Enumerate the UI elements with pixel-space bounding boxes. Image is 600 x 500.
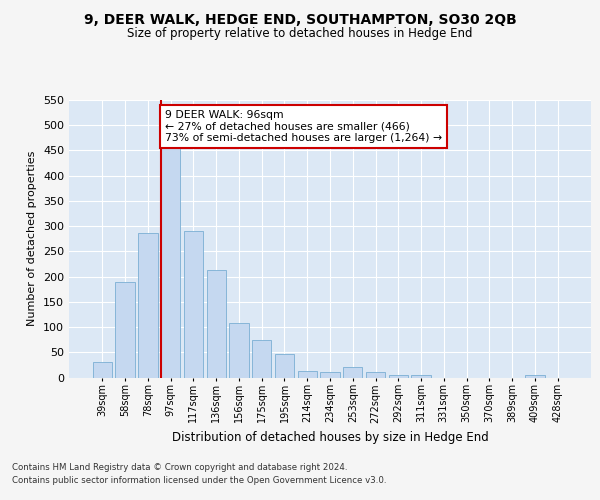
Bar xyxy=(320,372,340,378)
Text: 9 DEER WALK: 96sqm
← 27% of detached houses are smaller (466)
73% of semi-detach: 9 DEER WALK: 96sqm ← 27% of detached hou… xyxy=(164,110,442,144)
Bar xyxy=(343,367,362,378)
Y-axis label: Number of detached properties: Number of detached properties xyxy=(28,151,37,326)
Text: Size of property relative to detached houses in Hedge End: Size of property relative to detached ho… xyxy=(127,28,473,40)
Bar xyxy=(298,371,317,378)
Bar xyxy=(275,354,294,378)
Bar xyxy=(161,146,181,378)
Bar xyxy=(184,230,203,378)
Bar xyxy=(138,232,158,378)
X-axis label: Distribution of detached houses by size in Hedge End: Distribution of detached houses by size … xyxy=(172,431,488,444)
Bar xyxy=(389,375,408,378)
Bar xyxy=(115,282,135,378)
Text: 9, DEER WALK, HEDGE END, SOUTHAMPTON, SO30 2QB: 9, DEER WALK, HEDGE END, SOUTHAMPTON, SO… xyxy=(83,12,517,26)
Bar xyxy=(412,375,431,378)
Bar xyxy=(366,372,385,378)
Text: Contains public sector information licensed under the Open Government Licence v3: Contains public sector information licen… xyxy=(12,476,386,485)
Bar xyxy=(206,270,226,378)
Bar xyxy=(93,362,112,378)
Bar xyxy=(525,375,545,378)
Bar xyxy=(229,323,248,378)
Bar xyxy=(252,340,271,378)
Text: Contains HM Land Registry data © Crown copyright and database right 2024.: Contains HM Land Registry data © Crown c… xyxy=(12,462,347,471)
